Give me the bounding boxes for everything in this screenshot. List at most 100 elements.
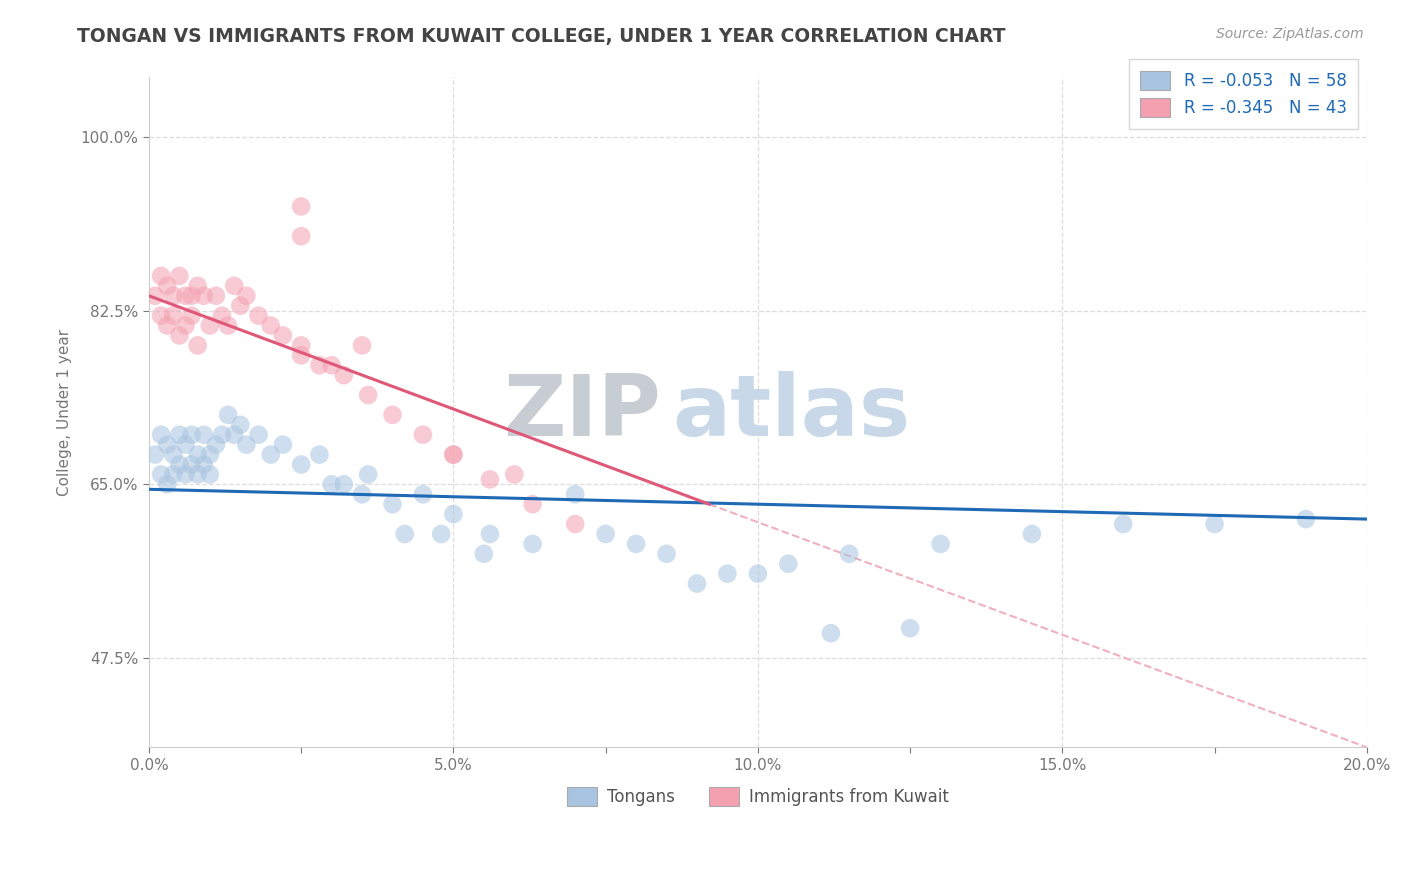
Point bbox=[478, 527, 501, 541]
Point bbox=[352, 338, 374, 352]
Point bbox=[412, 487, 434, 501]
Point bbox=[217, 318, 239, 333]
Point bbox=[156, 278, 179, 293]
Point bbox=[169, 458, 191, 472]
Point bbox=[352, 487, 374, 501]
Point bbox=[235, 437, 257, 451]
Point bbox=[1021, 527, 1043, 541]
Point bbox=[441, 448, 464, 462]
Point bbox=[522, 537, 544, 551]
Point bbox=[333, 477, 356, 491]
Point bbox=[143, 289, 166, 303]
Point bbox=[503, 467, 526, 482]
Point bbox=[150, 467, 173, 482]
Point bbox=[271, 437, 294, 451]
Point bbox=[235, 289, 257, 303]
Point bbox=[564, 516, 586, 531]
Point bbox=[156, 437, 179, 451]
Point bbox=[1112, 516, 1135, 531]
Point bbox=[441, 507, 464, 521]
Point bbox=[143, 448, 166, 462]
Point bbox=[180, 289, 202, 303]
Point bbox=[321, 477, 343, 491]
Point bbox=[180, 309, 202, 323]
Point bbox=[156, 318, 179, 333]
Point bbox=[308, 448, 330, 462]
Point bbox=[187, 467, 209, 482]
Point bbox=[260, 448, 283, 462]
Point bbox=[169, 328, 191, 343]
Point bbox=[211, 309, 233, 323]
Point bbox=[180, 427, 202, 442]
Point bbox=[217, 408, 239, 422]
Point bbox=[357, 467, 380, 482]
Text: ZIP: ZIP bbox=[503, 371, 661, 454]
Point bbox=[478, 472, 501, 486]
Text: atlas: atlas bbox=[672, 371, 911, 454]
Point bbox=[381, 497, 404, 511]
Point bbox=[162, 448, 184, 462]
Point bbox=[224, 278, 246, 293]
Point bbox=[193, 427, 215, 442]
Point bbox=[198, 448, 221, 462]
Point bbox=[174, 289, 197, 303]
Point bbox=[169, 268, 191, 283]
Point bbox=[193, 289, 215, 303]
Point bbox=[247, 309, 270, 323]
Point bbox=[260, 318, 283, 333]
Text: TONGAN VS IMMIGRANTS FROM KUWAIT COLLEGE, UNDER 1 YEAR CORRELATION CHART: TONGAN VS IMMIGRANTS FROM KUWAIT COLLEGE… bbox=[77, 27, 1005, 45]
Point bbox=[357, 388, 380, 402]
Point bbox=[174, 467, 197, 482]
Point bbox=[198, 467, 221, 482]
Point bbox=[290, 199, 312, 213]
Point bbox=[193, 458, 215, 472]
Point bbox=[187, 278, 209, 293]
Point bbox=[290, 229, 312, 244]
Point bbox=[290, 348, 312, 362]
Point bbox=[187, 338, 209, 352]
Point bbox=[205, 437, 228, 451]
Point bbox=[716, 566, 738, 581]
Point bbox=[472, 547, 495, 561]
Point bbox=[595, 527, 617, 541]
Point bbox=[321, 358, 343, 372]
Point bbox=[247, 427, 270, 442]
Point bbox=[174, 437, 197, 451]
Point bbox=[290, 458, 312, 472]
Point bbox=[747, 566, 769, 581]
Legend: Tongans, Immigrants from Kuwait: Tongans, Immigrants from Kuwait bbox=[561, 780, 955, 813]
Point bbox=[198, 318, 221, 333]
Point bbox=[778, 557, 800, 571]
Point bbox=[308, 358, 330, 372]
Point bbox=[229, 299, 252, 313]
Point bbox=[169, 427, 191, 442]
Point bbox=[394, 527, 416, 541]
Point bbox=[156, 477, 179, 491]
Point bbox=[271, 328, 294, 343]
Point bbox=[174, 318, 197, 333]
Point bbox=[898, 621, 921, 635]
Point bbox=[412, 427, 434, 442]
Point bbox=[686, 576, 709, 591]
Point bbox=[205, 289, 228, 303]
Point bbox=[929, 537, 952, 551]
Point bbox=[1204, 516, 1226, 531]
Point bbox=[150, 427, 173, 442]
Text: Source: ZipAtlas.com: Source: ZipAtlas.com bbox=[1216, 27, 1364, 41]
Point bbox=[162, 309, 184, 323]
Point bbox=[150, 309, 173, 323]
Point bbox=[1295, 512, 1317, 526]
Point bbox=[381, 408, 404, 422]
Point bbox=[564, 487, 586, 501]
Point bbox=[522, 497, 544, 511]
Point bbox=[211, 427, 233, 442]
Point bbox=[229, 417, 252, 432]
Point bbox=[162, 467, 184, 482]
Y-axis label: College, Under 1 year: College, Under 1 year bbox=[58, 329, 72, 496]
Point bbox=[187, 448, 209, 462]
Point bbox=[624, 537, 647, 551]
Point bbox=[655, 547, 678, 561]
Point bbox=[838, 547, 860, 561]
Point bbox=[290, 338, 312, 352]
Point bbox=[150, 268, 173, 283]
